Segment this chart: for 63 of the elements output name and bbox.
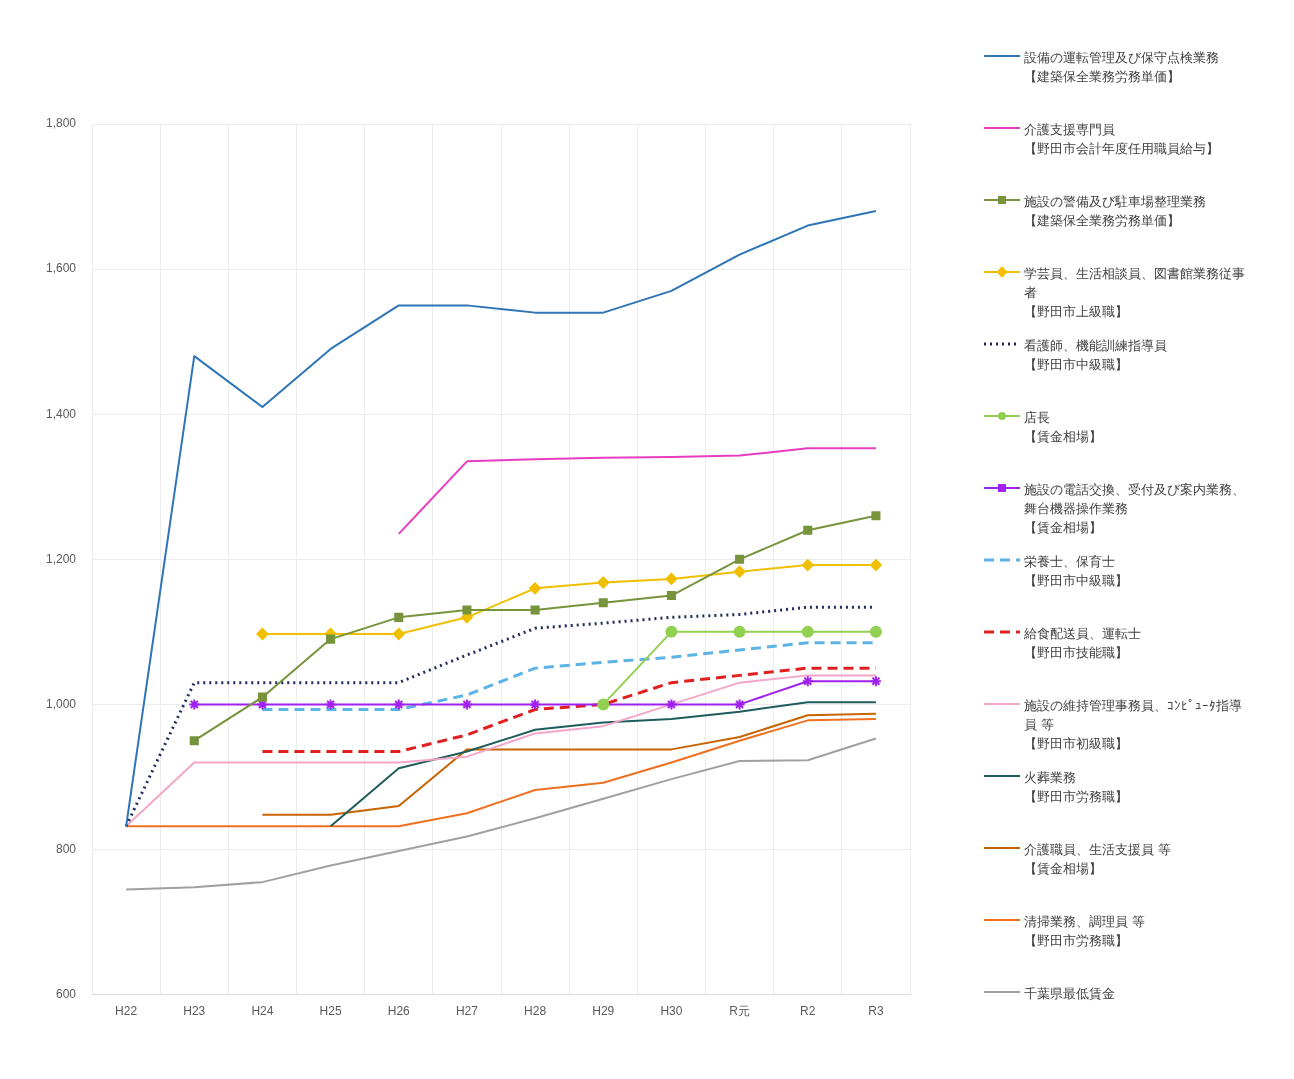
point — [189, 736, 199, 746]
point — [869, 625, 882, 638]
legend-label: 看護師、機能訓練指導員【野田市中級職】 — [1024, 337, 1167, 374]
point — [801, 559, 814, 572]
y-tick-label: 1,000 — [46, 696, 77, 711]
legend-label: 設備の運転管理及び保守点検業務【建築保全業務労務単価】 — [1024, 49, 1219, 86]
legend-label: 学芸員、生活相談員、図書館業務従事者【野田市上級職】 — [1024, 265, 1246, 321]
point — [392, 698, 405, 711]
point — [530, 605, 540, 615]
legend-label: 清掃業務、調理員 等【野田市労務職】 — [1024, 913, 1146, 950]
point — [188, 698, 201, 711]
legend-label: 介護支援専門員【野田市会計年度任用職員給与】 — [1024, 121, 1219, 158]
x-tick-label: H25 — [319, 1004, 342, 1019]
legend-label: 千葉県最低賃金 — [1024, 985, 1115, 1003]
point — [803, 525, 813, 535]
legend-label: 火葬業務【野田市労務職】 — [1024, 769, 1128, 806]
point — [665, 625, 678, 638]
point — [801, 625, 814, 638]
point — [733, 565, 746, 578]
legend-label: 施設の電話交換、受付及び案内業務、舞台機器操作業務【賃金相場】 — [1024, 481, 1246, 537]
point — [869, 559, 882, 572]
y-tick-label: 1,600 — [46, 261, 77, 276]
point — [324, 698, 337, 711]
legend-label: 給食配送員、運転士【野田市技能職】 — [1024, 625, 1141, 662]
point — [392, 628, 405, 641]
x-tick-label: H22 — [115, 1004, 138, 1019]
x-tick-label: R元 — [729, 1004, 750, 1019]
point — [462, 605, 472, 615]
x-tick-label: R2 — [800, 1004, 816, 1019]
x-tick-label: H30 — [660, 1004, 683, 1019]
point — [326, 634, 336, 644]
y-tick-label: 1,200 — [46, 551, 77, 566]
x-tick-label: H27 — [455, 1004, 479, 1019]
y-tick-label: 1,400 — [46, 406, 77, 421]
x-tick-label: H23 — [183, 1004, 206, 1019]
x-tick-label: H29 — [592, 1004, 615, 1019]
point — [597, 576, 610, 589]
legend-label: 店長【賃金相場】 — [1024, 409, 1102, 446]
point — [666, 591, 676, 601]
point — [735, 554, 745, 564]
point — [529, 582, 542, 595]
x-tick-label: H26 — [387, 1004, 411, 1019]
x-tick-label: R3 — [868, 1004, 884, 1019]
point — [733, 625, 746, 638]
y-tick-label: 800 — [56, 841, 77, 856]
point — [733, 698, 746, 711]
point — [394, 612, 404, 622]
point — [257, 692, 267, 702]
point — [598, 598, 608, 608]
point — [871, 511, 881, 521]
legend-label: 栄養士、保育士【野田市中級職】 — [1024, 553, 1128, 590]
y-tick-label: 1,800 — [46, 116, 77, 131]
point — [529, 698, 542, 711]
y-tick-label: 600 — [56, 986, 77, 1001]
legend-label: 施設の維持管理事務員、ｺﾝﾋﾟｭｰﾀ指導員 等【野田市初級職】 — [1024, 697, 1243, 753]
x-tick-label: H24 — [251, 1004, 274, 1019]
point — [665, 698, 678, 711]
point — [256, 628, 269, 641]
legend-label: 介護職員、生活支援員 等【賃金相場】 — [1024, 841, 1172, 878]
point — [665, 572, 678, 585]
x-tick-label: H28 — [524, 1004, 547, 1019]
point — [801, 675, 814, 688]
legend-label: 施設の警備及び駐車場整理業務【建築保全業務労務単価】 — [1024, 193, 1206, 230]
